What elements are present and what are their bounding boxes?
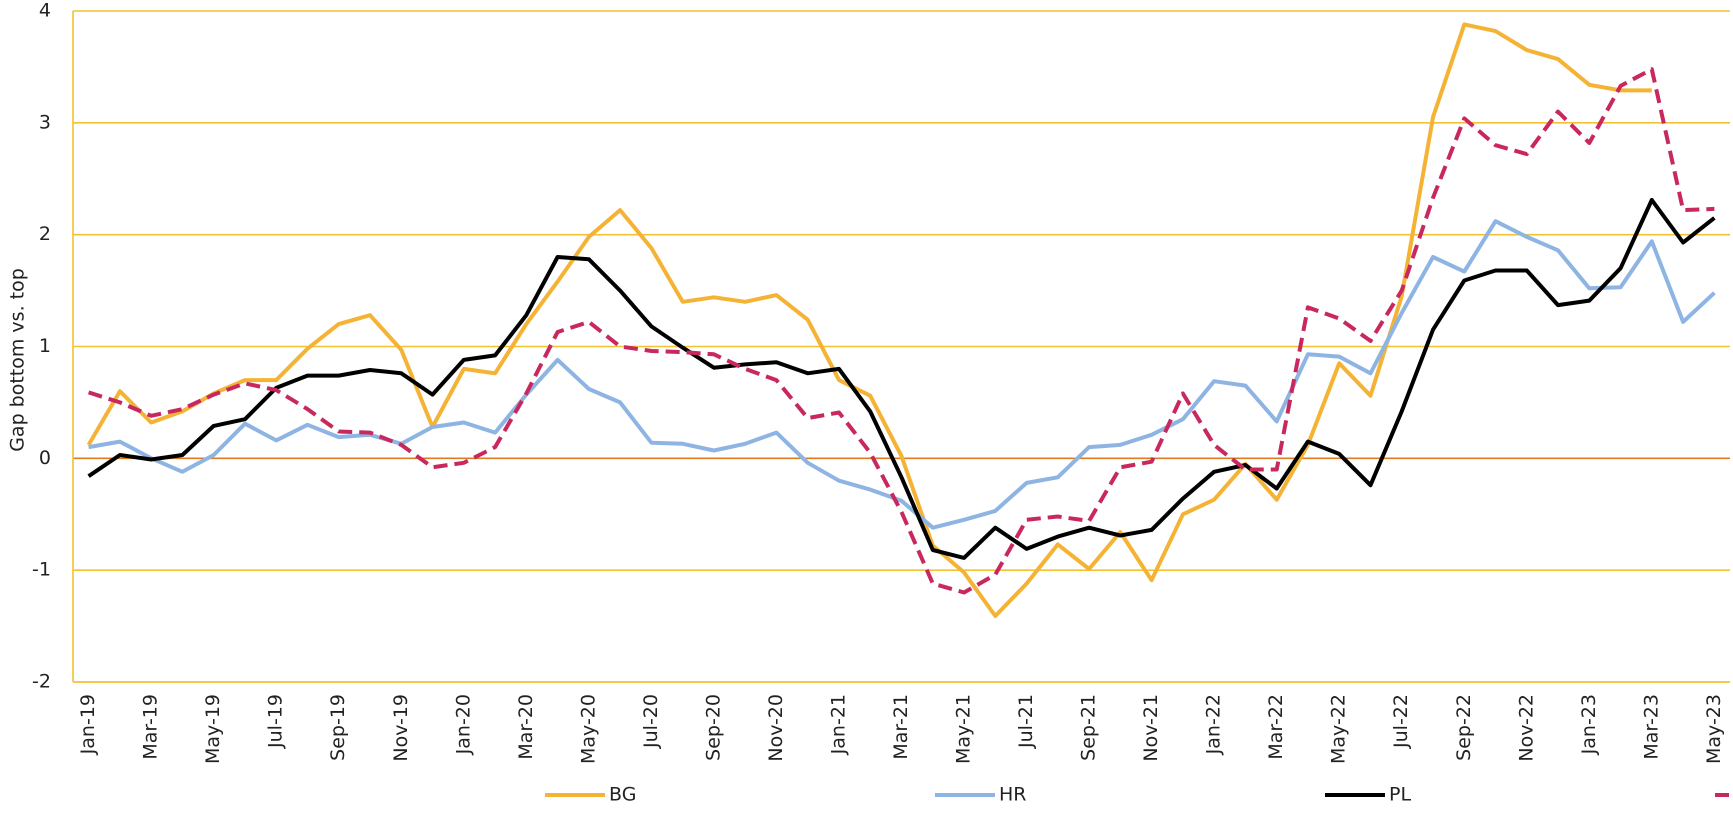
x-tick-label: Jan-22 — [1203, 694, 1225, 755]
x-tick-label: Jan-19 — [77, 694, 99, 755]
x-tick-label: Jul-22 — [1390, 694, 1412, 749]
y-tick-label: -1 — [32, 559, 51, 581]
x-tick-label: Mar-19 — [140, 694, 162, 760]
x-tick-label: Jan-21 — [827, 694, 849, 755]
x-tick-label: Mar-20 — [515, 694, 537, 760]
x-tick-label: Jan-20 — [452, 694, 474, 755]
y-tick-label: 4 — [39, 0, 51, 22]
x-tick-label: Mar-22 — [1265, 694, 1287, 760]
x-tick-label: Jul-21 — [1015, 694, 1037, 749]
legend-label: HR — [999, 784, 1027, 806]
y-tick-label: 3 — [39, 111, 51, 133]
x-tick-label: Jul-19 — [265, 694, 287, 749]
x-tick-label: Nov-22 — [1515, 694, 1537, 762]
x-tick-label: Nov-20 — [765, 694, 787, 762]
x-tick-label: Mar-21 — [890, 694, 912, 760]
x-tick-label: May-21 — [953, 694, 975, 764]
x-tick-label: Sep-20 — [702, 694, 724, 761]
series-line — [88, 219, 1716, 530]
x-tick-label: May-20 — [577, 694, 599, 764]
x-tick-label: Sep-21 — [1078, 694, 1100, 761]
series-line — [87, 198, 1716, 560]
y-axis-label: Gap bottom vs. top — [7, 268, 29, 452]
x-tick-label: Mar-23 — [1640, 694, 1662, 760]
x-tick-label: Sep-22 — [1453, 694, 1475, 761]
x-tick-label: May-19 — [202, 694, 224, 764]
legend-label: BG — [609, 784, 636, 806]
x-tick-label: Jan-23 — [1578, 694, 1600, 755]
x-tick-label: Jul-20 — [640, 694, 662, 749]
x-tick-label: May-23 — [1703, 694, 1725, 764]
series-line — [87, 67, 1715, 595]
x-tick-label: Nov-19 — [390, 694, 412, 762]
series-line — [86, 22, 1652, 618]
y-tick-label: -2 — [32, 671, 51, 693]
x-tick-label: May-22 — [1328, 694, 1350, 764]
x-tick-label: Nov-21 — [1140, 694, 1162, 762]
legend-label: PL — [1389, 784, 1411, 806]
y-tick-label: 1 — [39, 335, 51, 357]
y-tick-label: 0 — [39, 447, 51, 469]
y-tick-label: 2 — [39, 223, 51, 245]
x-tick-label: Sep-19 — [327, 694, 349, 761]
